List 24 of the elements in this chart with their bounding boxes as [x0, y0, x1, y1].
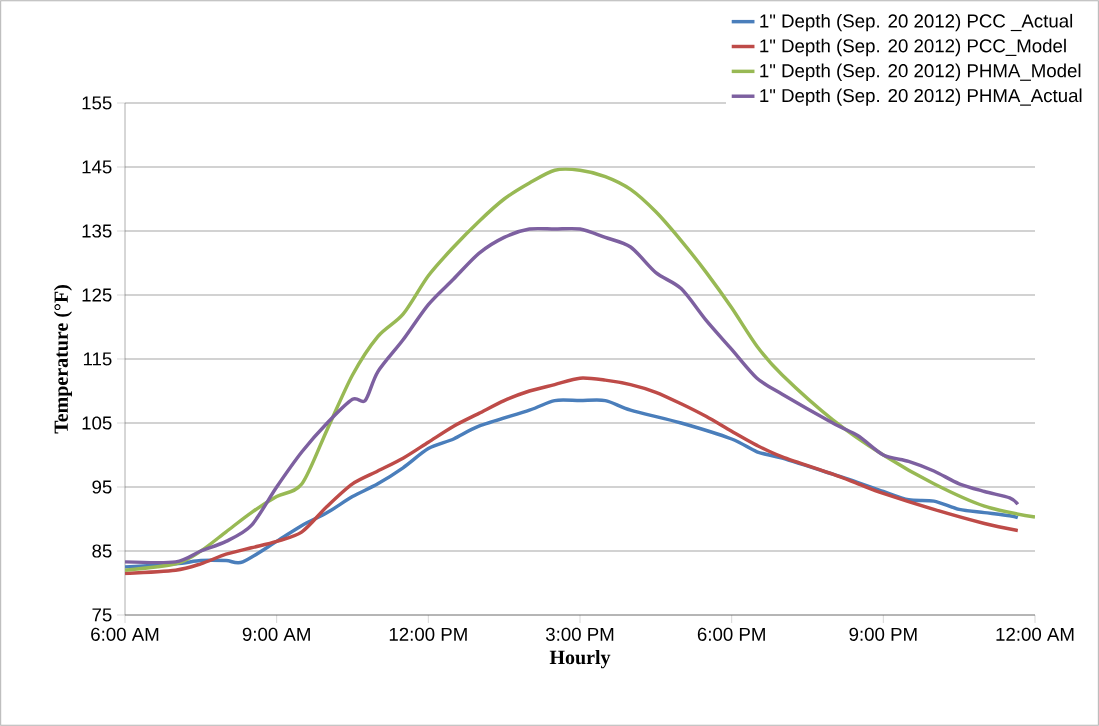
y-tick-label: 95 [92, 480, 112, 494]
y-tick-label: 145 [82, 160, 112, 174]
x-tick-label: 3:00 PM [545, 627, 614, 641]
y-tick-label: 125 [82, 288, 112, 302]
line-series [125, 226, 1020, 565]
x-tick-label: 6:00 AM [91, 627, 159, 641]
x-tick-label: 12:00 AM [996, 627, 1074, 641]
y-axis-title: Temperature (°F) [53, 285, 72, 434]
x-tick-label: 12:00 PM [389, 627, 467, 641]
line-series [125, 167, 1036, 572]
y-tick-label: 115 [83, 352, 112, 366]
x-tick-label: 6:00 PM [697, 627, 765, 641]
y-tick-label: 105 [82, 416, 112, 430]
legend-label: 1" Depth (Sep. 20 2012) PCC_Model [760, 38, 1066, 57]
legend-label: 1" Depth (Sep. 20 2012) PHMA_Model [760, 63, 1081, 81]
x-axis-title: Hourly [549, 650, 611, 669]
y-tick-label: 155 [82, 96, 112, 110]
y-tick-label: 135 [82, 224, 112, 238]
legend-label: 1" Depth (Sep. 20 2012) PCC _Actual [760, 13, 1073, 32]
x-tick-label: 9:00 PM [849, 627, 917, 641]
legend-label: 1" Depth (Sep. 20 2012) PHMA_Actual [760, 88, 1082, 106]
y-tick-label: 85 [92, 544, 112, 558]
y-tick-label: 75 [92, 608, 112, 622]
x-tick-label: 9:00 AM [242, 627, 310, 641]
